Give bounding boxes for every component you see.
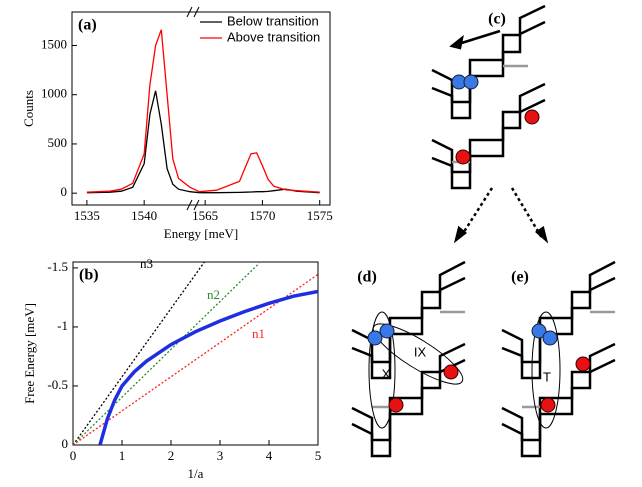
y-tick-label: -1 (57, 318, 68, 333)
series-line (86, 90, 320, 194)
series-label: n1 (252, 326, 265, 341)
electron (575, 356, 591, 372)
y-tick-label: -1.5 (47, 259, 68, 274)
x-tick-label: 5 (315, 448, 322, 463)
diagram-d (351, 260, 466, 458)
electron (388, 397, 404, 413)
x-tick-label: 1540 (131, 208, 157, 223)
series-line (86, 29, 320, 193)
y-tick-label: -0.5 (47, 377, 68, 392)
panel-label: (b) (79, 267, 99, 284)
y-axis-label: Free Energy [meV] (22, 303, 37, 404)
x-tick-label: 1535 (74, 208, 100, 223)
hole (463, 74, 479, 90)
panel-label: (e) (511, 269, 529, 286)
y-axis-label: Counts (21, 90, 36, 127)
y-tick-label: 1500 (41, 36, 67, 51)
y-tick-label: 0 (61, 184, 68, 199)
x-tick-label: 0 (70, 448, 77, 463)
y-tick-label: 500 (48, 135, 68, 150)
hole (531, 323, 547, 339)
series-line (73, 273, 318, 445)
panel-label: (d) (357, 269, 377, 286)
series-line (98, 289, 318, 445)
annotation: IX (414, 344, 427, 359)
series-line (73, 262, 206, 445)
x-axis-label: 1/a (188, 466, 204, 481)
annotation: T (543, 369, 551, 384)
hole (542, 330, 558, 346)
legend-label: Below transition (227, 13, 319, 28)
legend-label: Above transition (227, 29, 320, 44)
electron (443, 364, 459, 380)
x-tick-label: 1565 (192, 208, 218, 223)
annotation: X (382, 366, 391, 381)
panel-label: (c) (488, 11, 506, 28)
electron (524, 109, 540, 125)
x-tick-label: 1570 (249, 208, 275, 223)
electron (540, 397, 556, 413)
x-tick-label: 1575 (307, 208, 333, 223)
plot-frame (72, 261, 319, 446)
diagram-e (501, 260, 616, 458)
y-tick-label: 0 (62, 436, 69, 451)
plot-frame (71, 11, 331, 206)
series-label: n2 (207, 287, 220, 302)
hole (379, 323, 395, 339)
x-tick-label: 4 (266, 448, 273, 463)
x-tick-label: 1 (119, 448, 126, 463)
diagram-c (431, 4, 549, 244)
electron (455, 149, 471, 165)
y-tick-label: 1000 (41, 86, 67, 101)
x-tick-label: 2 (168, 448, 175, 463)
series-line (73, 262, 260, 445)
panel-label: (a) (78, 17, 97, 34)
x-axis-label: Energy [meV] (164, 226, 238, 241)
x-tick-label: 3 (217, 448, 224, 463)
series-label: n3 (140, 256, 153, 271)
hole (367, 330, 383, 346)
